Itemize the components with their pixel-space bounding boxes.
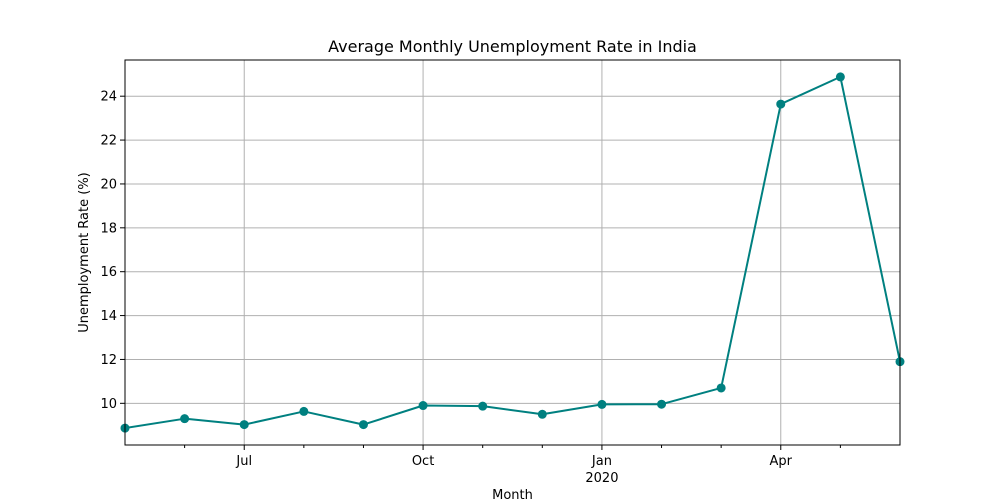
ticks: 10 12 14 16 18 20 22 24 Jul Oct Jan 2020 Apr [100,90,841,486]
data-point [478,401,488,411]
series-line [124,75,901,430]
y-tick-label: 22 [100,134,117,149]
data-point [835,72,845,82]
x-tick-label: Oct [412,454,434,469]
y-tick-label: 14 [100,309,117,324]
data-point [597,399,607,409]
y-axis-label: Unemployment Rate (%) [77,172,92,333]
axes [124,59,901,446]
data-point [418,401,428,411]
y-tick-label: 20 [100,177,117,192]
y-tick-label: 24 [100,90,117,105]
data-point [776,99,786,109]
data-point [299,406,309,416]
y-tick-label: 12 [100,353,117,368]
y-tick-label: 10 [100,397,117,412]
data-point [657,399,667,409]
grid-lines [125,60,900,445]
y-tick-label: 18 [100,221,117,236]
axes-frame [124,59,901,446]
data-point [180,414,190,424]
x-tick-label: Jul [235,454,252,469]
x-tick-year-label: 2020 [585,471,618,486]
x-tick-label: Apr [770,454,793,469]
x-axis-label: Month [492,488,533,500]
x-tick-label: Jan [591,454,612,469]
y-tick-label: 16 [100,265,117,280]
data-point [239,420,249,430]
data-point [358,420,368,430]
chart-title: Average Monthly Unemployment Rate in Ind… [328,37,697,56]
data-point [537,409,547,419]
data-point [716,383,726,393]
